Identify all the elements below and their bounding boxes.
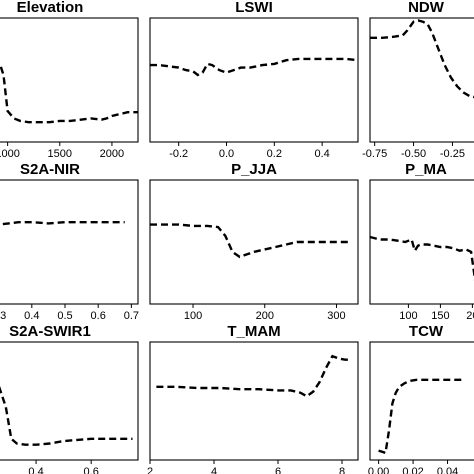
- x-tick-label: 0.4: [24, 310, 39, 322]
- panel-frame: [0, 341, 139, 461]
- panel-2: LSWI -0.2 0.0 0.2 0.4: [149, 0, 359, 160]
- x-tick-label: 0.4: [314, 148, 329, 160]
- panel-6: P_MA 100 150 20: [369, 161, 474, 322]
- panel-8: T_MAM 2 4 6 8: [147, 323, 359, 474]
- x-tick-label: -0.50: [401, 148, 426, 160]
- panel-frame: [369, 179, 474, 305]
- partial-dependence-line: [0, 221, 125, 226]
- x-tick-label: 200: [256, 310, 274, 322]
- partial-dependence-line: [370, 19, 474, 99]
- panel-9: TCW 0.00 0.02 0.04: [368, 323, 474, 474]
- panel-frame: [149, 179, 359, 305]
- x-tick-label: 0.4: [28, 466, 43, 474]
- x-tick-label: 0.5: [57, 310, 72, 322]
- x-tick-label: 0.3: [0, 310, 6, 322]
- x-tick-label: 150: [431, 310, 449, 322]
- panel-title: P_MA: [405, 161, 447, 178]
- x-tick-label: -0.2: [169, 148, 188, 160]
- x-tick-label: 0.00: [368, 466, 389, 474]
- panel-title: P_JJA: [231, 161, 277, 178]
- x-tick-label: 1000: [0, 148, 20, 160]
- x-tick-label: 0.6: [84, 466, 99, 474]
- panel-7: S2A-SWIR1 0.4 0.6: [0, 323, 139, 474]
- panel-title: LSWI: [235, 0, 273, 16]
- x-tick-label: 0.04: [437, 466, 458, 474]
- panel-title: S2A-SWIR1: [9, 323, 91, 340]
- x-tick-label: -0.75: [362, 148, 387, 160]
- partial-dependence-line: [0, 63, 138, 124]
- partial-dependence-line: [150, 223, 351, 259]
- x-tick-label: 0.02: [402, 466, 423, 474]
- x-tick-label: 0.6: [91, 310, 106, 322]
- x-tick-label: 100: [184, 310, 202, 322]
- x-tick-label: 0.2: [267, 148, 282, 160]
- panel-frame: [369, 17, 474, 143]
- panel-3: NDW -0.75 -0.50 -0.25: [362, 0, 474, 160]
- x-tick-label: 100: [399, 310, 417, 322]
- panel-title: T_MAM: [227, 323, 280, 340]
- x-tick-label: 8: [339, 466, 345, 474]
- x-tick-label: 0.7: [124, 310, 139, 322]
- x-tick-label: 2000: [100, 148, 124, 160]
- x-tick-label: 300: [327, 310, 345, 322]
- panel-4: S2A-NIR 0.3 0.4 0.5 0.6 0.7: [0, 161, 139, 322]
- panel-frame: [149, 17, 359, 143]
- panel-frame: [369, 341, 474, 461]
- panel-frame: [149, 341, 359, 461]
- partial-dependence-line: [0, 385, 133, 446]
- x-tick-label: 1500: [48, 148, 72, 160]
- panel-5: P_JJA 100 200 300: [149, 161, 359, 322]
- panel-frame: [0, 179, 139, 305]
- partial-dependence-line: [150, 57, 359, 77]
- x-tick-label: -0.25: [440, 148, 465, 160]
- x-tick-label: 0.0: [219, 148, 234, 160]
- x-tick-label: 4: [211, 466, 217, 474]
- panel-frame: [0, 17, 139, 143]
- x-tick-label: 20: [466, 310, 474, 322]
- panel-title: NDW: [408, 0, 445, 16]
- x-tick-label: 6: [275, 466, 281, 474]
- panel-1: Elevation 1000 1500 2000: [0, 0, 139, 160]
- partial-dependence-line: [156, 354, 352, 398]
- partial-dependence-line: [378, 378, 465, 455]
- panel-title: Elevation: [17, 0, 84, 16]
- panel-title: S2A-NIR: [20, 161, 80, 178]
- x-tick-label: 2: [147, 466, 153, 474]
- partial-dependence-line: [369, 235, 474, 281]
- panel-title: TCW: [409, 323, 444, 340]
